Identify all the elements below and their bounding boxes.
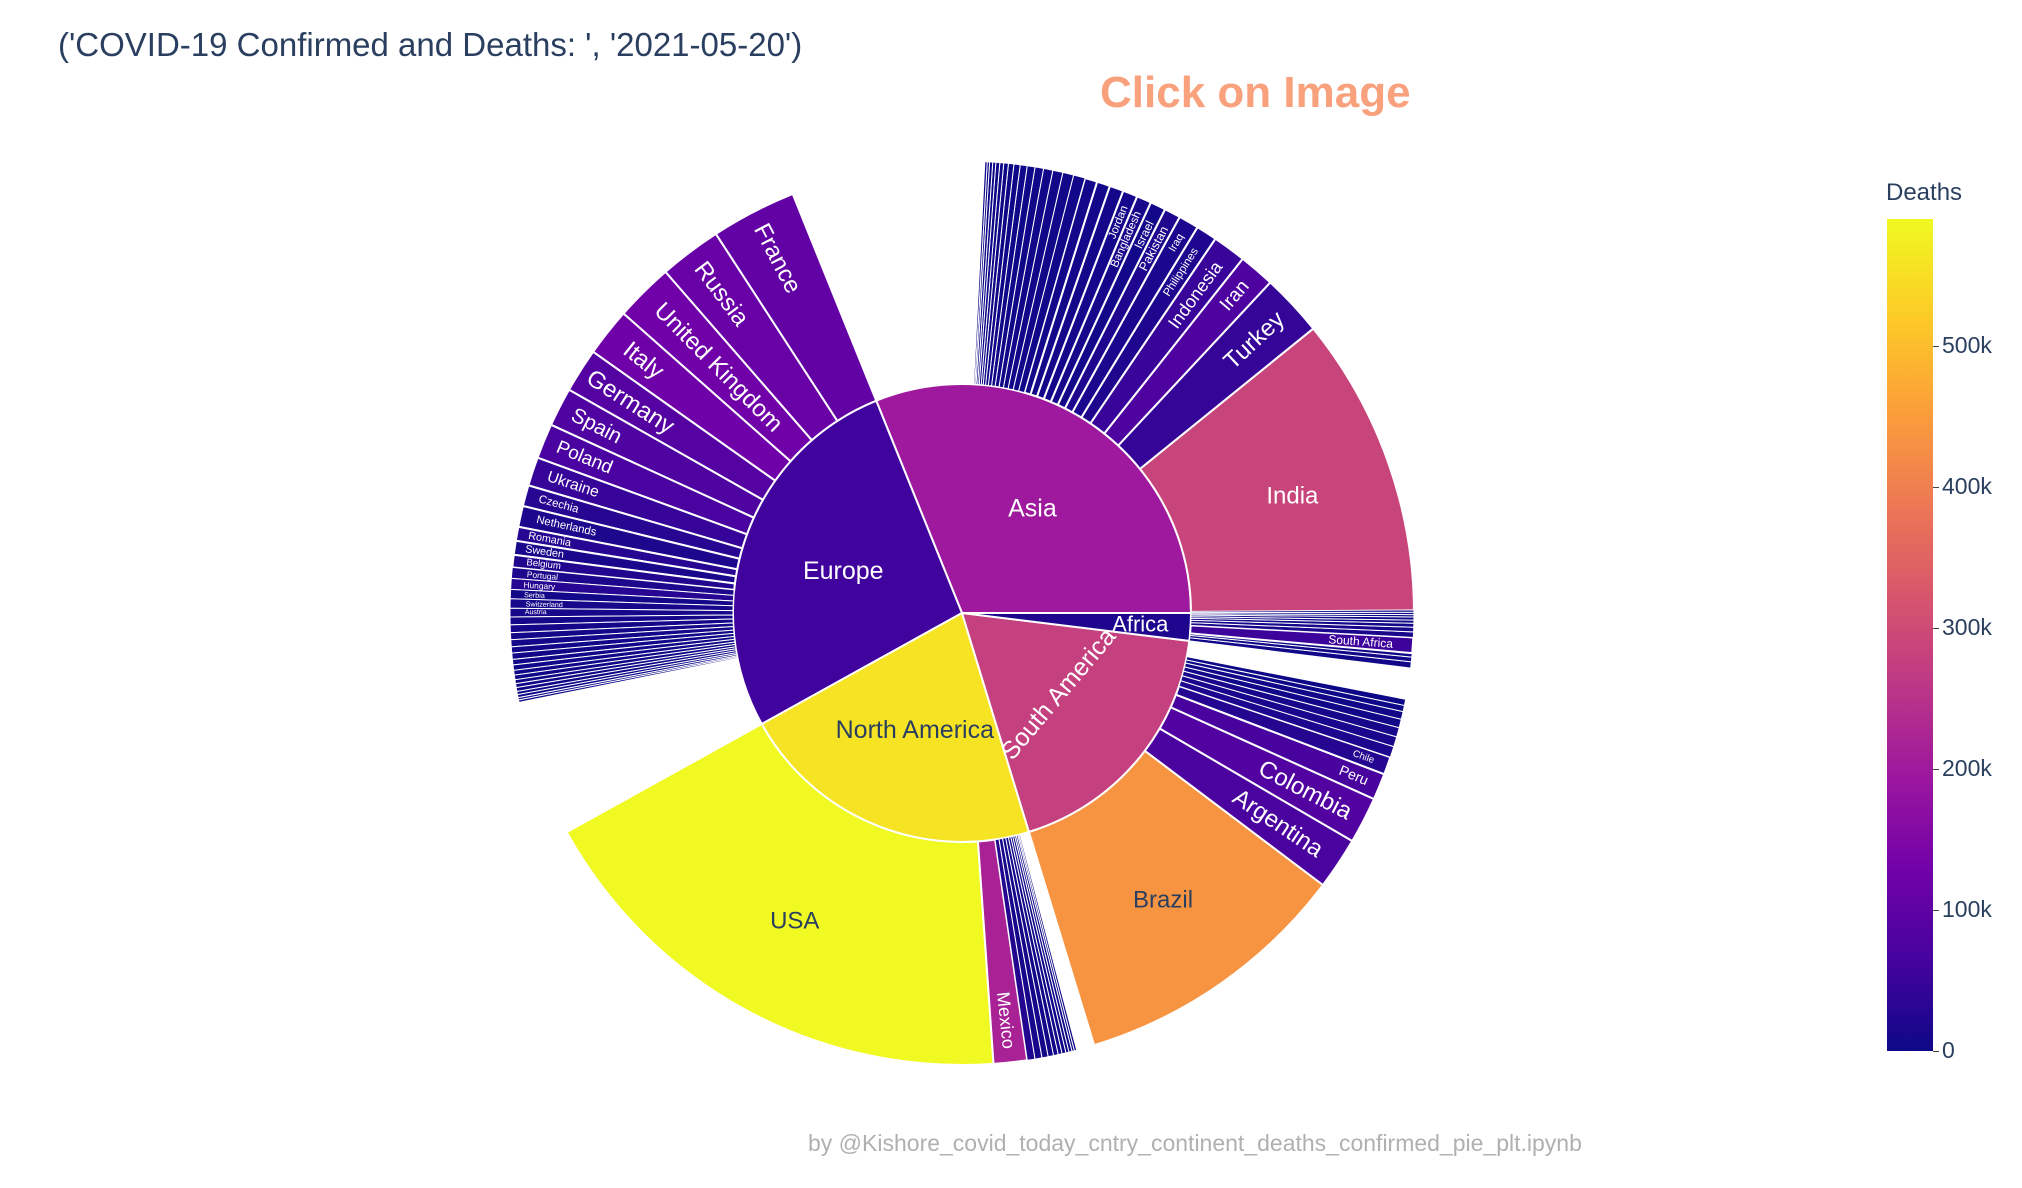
country-label-austria: Austria bbox=[525, 609, 547, 616]
colorbar-tick-label: 100k bbox=[1942, 895, 1992, 922]
country-segment-india[interactable] bbox=[1138, 327, 1416, 614]
colorbar-tick-label: 200k bbox=[1942, 754, 1992, 781]
colorbar-title: Deaths bbox=[1886, 179, 1963, 206]
country-label-brazil: Brazil bbox=[1133, 887, 1193, 914]
credit-text: by @Kishore_covid_today_cntry_continent_… bbox=[808, 1130, 1582, 1156]
continent-label-africa: Africa bbox=[1112, 611, 1169, 636]
colorbar-tick-label: 400k bbox=[1942, 472, 1992, 499]
chart-title: ('COVID-19 Confirmed and Deaths: ', '202… bbox=[58, 26, 803, 63]
country-segment-asia-28[interactable] bbox=[973, 161, 988, 385]
continent-label-north-america: North America bbox=[836, 716, 994, 744]
country-label-hungary: Hungary bbox=[523, 580, 556, 592]
country-segment-africa-11[interactable] bbox=[1190, 609, 1415, 614]
colorbar-tick-mark bbox=[1933, 486, 1939, 488]
country-label-switzerland: Switzerland bbox=[526, 599, 563, 609]
country-label-sweden: Sweden bbox=[524, 543, 564, 561]
country-segment-south-america-11[interactable] bbox=[1185, 656, 1407, 707]
country-label-usa: USA bbox=[770, 908, 819, 935]
country-segment-north-america-12[interactable] bbox=[1018, 833, 1078, 1052]
colorbar-tick-label: 300k bbox=[1942, 613, 1992, 640]
colorbar-gradient bbox=[1887, 219, 1933, 1051]
colorbar-tick-mark bbox=[1933, 345, 1939, 347]
click-on-image-annotation[interactable]: Click on Image bbox=[1100, 68, 1411, 117]
colorbar-tick-label: 500k bbox=[1942, 331, 1992, 358]
country-segment-usa[interactable] bbox=[565, 722, 995, 1066]
colorbar-tick-mark bbox=[1933, 1051, 1939, 1052]
country-label-portugal: Portugal bbox=[526, 569, 558, 582]
continent-label-asia: Asia bbox=[1008, 495, 1057, 523]
country-label-south-africa: South Africa bbox=[1328, 632, 1394, 651]
colorbar-tick-label: 0 bbox=[1942, 1037, 1955, 1063]
colorbar-tick-mark bbox=[1933, 768, 1939, 770]
country-label-serbia: Serbia bbox=[524, 590, 545, 600]
colorbar-tick-mark bbox=[1933, 627, 1939, 629]
country-segment-brazil[interactable] bbox=[1027, 749, 1325, 1047]
country-label-belgium: Belgium bbox=[526, 557, 562, 572]
country-segment-europe-34[interactable] bbox=[517, 656, 739, 703]
colorbar-tick-mark bbox=[1933, 909, 1939, 911]
continent-label-europe: Europe bbox=[803, 557, 884, 585]
country-label-india: India bbox=[1266, 483, 1319, 510]
